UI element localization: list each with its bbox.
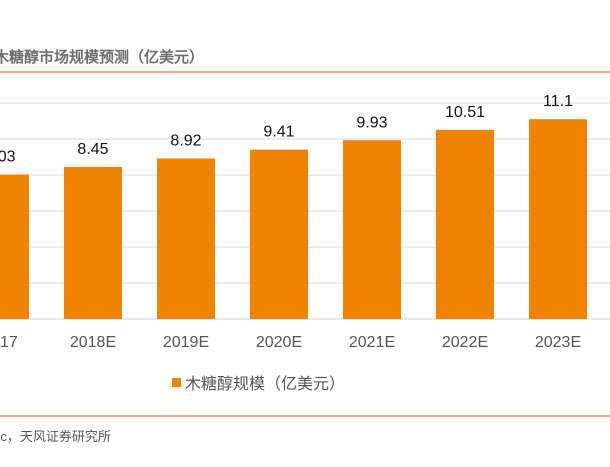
- x-tick-label: 2022E: [442, 334, 488, 351]
- bar: [343, 140, 401, 319]
- x-tick-label: 2017: [0, 334, 18, 351]
- x-tick-label: 2020E: [256, 334, 302, 351]
- legend: 木糖醇规模（亿美元）: [172, 370, 345, 394]
- data-label: 9.41: [263, 124, 294, 141]
- bar-chart: 8.03 2017 8.45 2018E 8.92 2019E 9.41 2020E 9.93 2…: [0, 93, 610, 351]
- data-label: 9.93: [356, 114, 387, 131]
- bar: [64, 166, 122, 319]
- legend-swatch: [172, 377, 181, 387]
- x-tick-label: 2019E: [163, 334, 209, 351]
- data-label: 8.45: [77, 141, 108, 158]
- x-tick-label: 2018E: [70, 334, 116, 351]
- data-label: 10.51: [445, 104, 485, 121]
- source-note: rc，天风证券研究所: [0, 429, 111, 444]
- data-label: 11.1: [543, 93, 573, 110]
- legend-label: 木糖醇规模（亿美元）: [185, 376, 346, 393]
- bar: [250, 149, 308, 319]
- footer-divider: [0, 415, 610, 417]
- data-label: 8.92: [170, 132, 201, 149]
- chart-title: 木糖醇市场规模预测（亿美元）: [0, 49, 205, 66]
- x-tick-label: 2021E: [349, 334, 395, 351]
- x-tick-label: 2023E: [535, 334, 581, 351]
- title-divider: [0, 71, 610, 73]
- bar: [529, 119, 587, 319]
- bar: [157, 158, 215, 319]
- bar: [0, 174, 29, 319]
- data-label: 8.03: [0, 148, 16, 165]
- bar: [436, 129, 494, 319]
